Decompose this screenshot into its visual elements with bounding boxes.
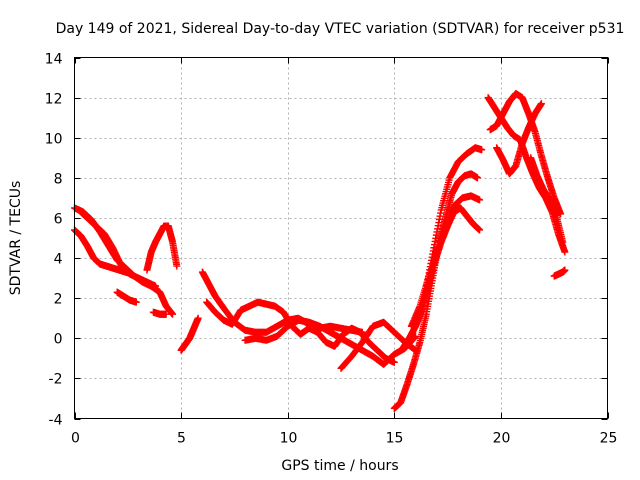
series-arc-o <box>420 144 486 302</box>
x-axis-label: GPS time / hours <box>281 458 398 474</box>
data-point <box>152 282 160 290</box>
data-point <box>559 238 567 246</box>
series-arc-g <box>177 314 202 354</box>
plot-frame <box>74 57 608 419</box>
data-point <box>169 310 177 318</box>
series-arc-s <box>527 154 567 246</box>
data-point <box>162 310 170 318</box>
data-point <box>390 358 398 366</box>
x-tick-label: 10 <box>280 431 298 447</box>
data-point <box>473 174 481 182</box>
series-arc-t <box>550 266 569 280</box>
data-point <box>561 266 569 274</box>
y-tick-label: 12 <box>45 92 63 108</box>
x-tick-label: 15 <box>386 431 404 447</box>
chart-title: Day 149 of 2021, Sidereal Day-to-day VTE… <box>56 21 625 37</box>
tick-labels: 0 5 10 15 20 25 -4 -2 0 2 4 6 8 10 12 14 <box>45 52 618 447</box>
x-tick-label: 20 <box>493 431 511 447</box>
series-arc-l <box>390 170 481 412</box>
series-arc-c <box>75 206 160 290</box>
data-point <box>194 314 202 322</box>
y-tick-label: 4 <box>54 252 63 268</box>
x-tick-label: 25 <box>600 431 618 447</box>
data-markers <box>71 90 569 412</box>
series-arc-e <box>143 222 181 274</box>
y-tick-label: 8 <box>54 172 63 188</box>
data-point <box>476 196 484 204</box>
y-tick-label: 14 <box>45 52 63 68</box>
data-point <box>132 298 140 306</box>
data-point <box>561 248 569 256</box>
series-arc-d <box>113 288 140 306</box>
x-tick-label: 5 <box>177 431 186 447</box>
y-tick-label: 2 <box>54 292 63 308</box>
data-point <box>173 262 181 270</box>
axis-ticks <box>74 57 609 420</box>
y-tick-label: -4 <box>49 413 63 429</box>
series-arc-b <box>71 226 136 278</box>
y-tick-label: 6 <box>54 212 63 228</box>
series-arc-r <box>493 100 545 178</box>
y-tick-label: -2 <box>49 372 63 388</box>
series-arc-f <box>149 308 170 318</box>
data-point <box>478 146 486 154</box>
y-tick-label: 0 <box>54 332 63 348</box>
data-point <box>537 100 545 108</box>
y-axis-label: SDTVAR / TECUs <box>8 181 24 296</box>
y-tick-label: 10 <box>45 132 63 148</box>
x-tick-label: 0 <box>71 431 80 447</box>
series-arc-j <box>241 316 420 368</box>
data-point <box>476 226 484 234</box>
